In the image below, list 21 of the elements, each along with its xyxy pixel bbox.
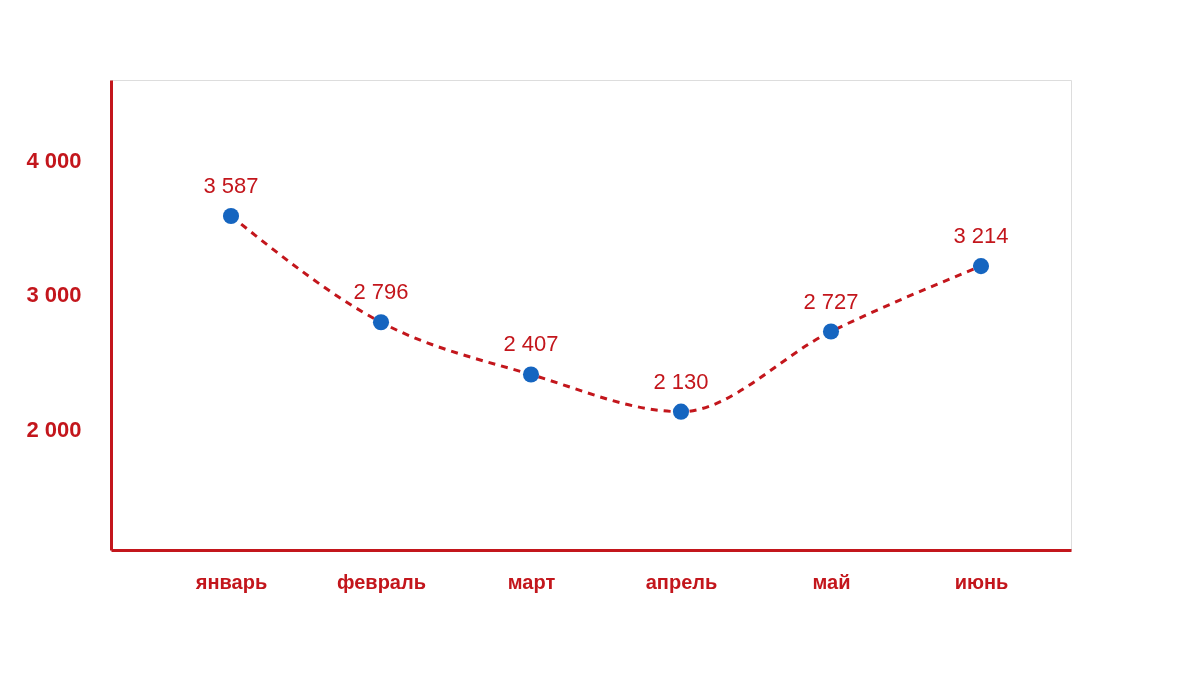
x-tick-label: февраль: [337, 570, 426, 593]
point: [972, 258, 990, 275]
point: [522, 366, 540, 383]
y-tick-label: 3 000: [26, 282, 82, 308]
x-tick-label: апрель: [645, 570, 718, 593]
data-label: 3 587: [203, 173, 259, 199]
point: [672, 403, 690, 420]
data-label: 2 727: [803, 288, 859, 314]
data-label: 3 214: [953, 223, 1009, 249]
y-tick-label: 2 000: [26, 416, 82, 442]
y-tick-label: 4 000: [26, 148, 82, 174]
point: [222, 207, 240, 225]
x-tick-label: январь: [194, 570, 268, 593]
data-label: 2 796: [353, 279, 409, 305]
x-tick-label: май: [812, 570, 851, 593]
data-label: 2 130: [653, 368, 709, 394]
x-tick-label: июнь: [954, 570, 1009, 593]
point: [822, 323, 840, 340]
data-label: 2 407: [503, 331, 559, 357]
point: [372, 314, 390, 331]
x-tick-label: март: [507, 570, 556, 593]
